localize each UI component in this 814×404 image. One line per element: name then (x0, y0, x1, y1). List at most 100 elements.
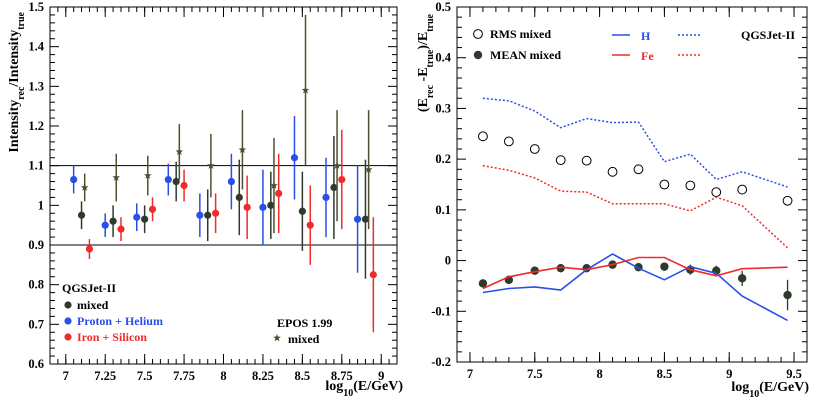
legend2-model: EPOS 1.99 (277, 316, 332, 330)
data-point (361, 215, 370, 223)
y-tick-label: 1.1 (28, 159, 44, 173)
y-axis-label: Intensityrec/Intensitytrue (7, 11, 27, 152)
data-point-open (633, 164, 644, 175)
x-tick-label: 8.75 (331, 369, 353, 383)
data-point-open (503, 136, 514, 147)
legend-entry: H (641, 29, 651, 43)
series-line-dotted (482, 164, 789, 249)
data-point-open (529, 144, 540, 154)
left-panel: 0.6 0.7 0.8 0.9 1 1.1 1.2 1.3 1.4 1.5 7 7.25 7.5 7.75… (7, 0, 403, 399)
y-tick-label: 0.5 (435, 0, 451, 14)
data-point-open (478, 131, 488, 142)
data-point (204, 211, 212, 219)
legend-marker (473, 50, 483, 60)
legend-entry: Iron + Silicon (77, 330, 147, 344)
data-point-star (301, 86, 310, 94)
data-point-open (555, 155, 566, 166)
data-point (259, 203, 267, 211)
x-tick-label: 9.5 (786, 367, 802, 381)
x-axis-label: log10(E/GeV) (731, 380, 809, 400)
x-tick-label: 8.5 (295, 369, 311, 383)
legend-entry: Fe (641, 49, 654, 63)
y-tick-label: 1.3 (28, 79, 44, 93)
data-point-open (711, 187, 722, 198)
data-point (227, 177, 235, 186)
x-tick-label: 7 (467, 367, 473, 381)
x-tick-label: 8.5 (657, 367, 673, 381)
y-tick-label: 1.5 (28, 0, 44, 14)
x-tick-label: 8.25 (252, 369, 274, 383)
legend-model: QGSJet-II (62, 281, 116, 295)
x-tick-label: 7.75 (173, 369, 195, 383)
data-point (235, 193, 243, 201)
data-point (85, 245, 94, 253)
data-point (298, 207, 306, 215)
x-tick-label: 9 (378, 369, 384, 383)
data-point (164, 175, 172, 184)
data-point-open (607, 166, 618, 177)
data-point-star (270, 181, 278, 189)
data-point-open (659, 179, 670, 190)
data-point (243, 203, 251, 211)
data-point (353, 215, 362, 223)
data-point (660, 262, 669, 271)
y-tick-label: 0.3 (435, 101, 451, 115)
y-tick-label: 1.2 (28, 119, 44, 133)
x-tick-label: 7.5 (137, 369, 153, 383)
y-tick-label: -0.1 (431, 304, 451, 318)
legend-marker-open (473, 29, 483, 39)
y-tick-label: 0.6 (28, 357, 44, 371)
legend2-entry: mixed (288, 332, 320, 346)
x-tick-label: 8 (220, 369, 226, 383)
y-tick-label: 1.4 (28, 40, 44, 54)
data-point (196, 211, 204, 219)
y-axis-label: (Erec -Etrue)/Etrue (416, 13, 436, 112)
data-point (338, 175, 346, 184)
data-point-star (207, 161, 215, 169)
series-line-solid (482, 256, 788, 290)
data-point (306, 221, 314, 229)
data-point-star (364, 165, 373, 173)
legend-model: QGSJet-II (741, 28, 795, 42)
data-point (290, 154, 299, 162)
data-point (109, 217, 117, 225)
data-point (77, 211, 86, 219)
y-tick-label: 0.1 (435, 203, 451, 217)
series-line-solid (482, 253, 788, 322)
y-tick-label: 0.8 (28, 278, 44, 292)
data-point-open (685, 180, 696, 191)
x-axis-label: log10(E/GeV) (325, 379, 403, 399)
x-tick-label: 7.5 (527, 367, 543, 381)
right-panel: -0.2 -0.1 0 0.1 0.2 0.3 0.4 0.5 7 7.5 8 8.5 9 9.5log1… (416, 0, 809, 400)
data-point (212, 209, 220, 217)
legend-entry: MEAN mixed (490, 48, 561, 62)
data-point-star (112, 173, 120, 181)
data-point (267, 201, 275, 209)
data-point (101, 221, 109, 229)
data-point (783, 290, 792, 300)
data-point-star (333, 161, 341, 169)
data-point (737, 274, 747, 283)
data-point (70, 175, 78, 184)
legend-marker (64, 317, 72, 325)
legend-marker (64, 333, 72, 341)
y-tick-label: -0.2 (431, 355, 451, 369)
legend-entry: mixed (77, 298, 109, 312)
x-tick-label: 8 (596, 367, 602, 381)
y-tick-label: 1 (38, 198, 44, 212)
data-point-star (80, 183, 89, 191)
data-point-star (144, 171, 152, 179)
series-line-dotted (482, 97, 788, 188)
data-point (369, 271, 377, 279)
plot-frame (456, 6, 808, 363)
data-point (148, 205, 157, 213)
legend2-marker (273, 334, 281, 342)
data-point (556, 263, 565, 273)
data-point (133, 213, 141, 221)
data-point-star (238, 145, 247, 153)
legend-entry: Proton + Helium (77, 314, 163, 328)
data-point (322, 193, 330, 201)
data-point (330, 183, 338, 192)
data-point (172, 177, 180, 186)
